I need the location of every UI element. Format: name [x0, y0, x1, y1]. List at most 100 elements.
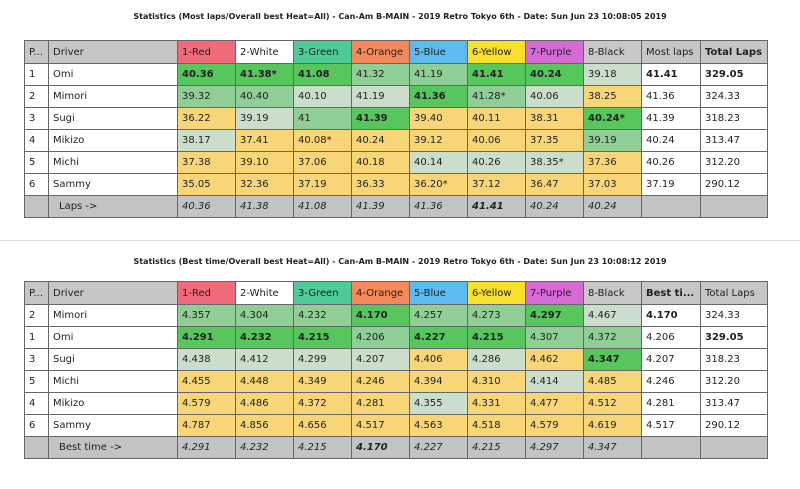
lane-value-cell: 4.462 [525, 348, 584, 371]
driver-cell: Sugi [48, 348, 178, 371]
lane-value-cell: 41.38* [235, 63, 294, 86]
lane-value-cell: 4.485 [583, 370, 642, 393]
lane-value-cell: 39.18 [583, 63, 642, 86]
column-header-extra[interactable]: Most laps [641, 40, 701, 64]
table-row: 5 Michi 4.455 4.448 4.349 4.246 4.394 4.310 4.41… [24, 370, 768, 393]
footer-value-cell: 4.215 [293, 436, 352, 459]
lane-value-cell: 4.579 [525, 414, 584, 437]
lane-value-cell: 4.273 [467, 304, 526, 327]
lane-value-cell: 4.394 [409, 370, 468, 393]
footer-value-cell: 4.232 [235, 436, 294, 459]
total-laps-cell: 313.47 [700, 129, 768, 152]
lane-value-cell: 4.310 [467, 370, 526, 393]
extra-value-cell: 41.36 [641, 85, 701, 108]
footer-empty-cell [700, 436, 768, 459]
footer-value-cell: 41.38 [235, 195, 294, 218]
lane-value-cell: 4.291 [177, 326, 236, 349]
lane-value-cell: 4.518 [467, 414, 526, 437]
column-header-lane[interactable]: 2-White [235, 40, 294, 64]
lane-value-cell: 40.40 [235, 85, 294, 108]
table-row: 4 Mikizo 4.579 4.486 4.372 4.281 4.355 4.331 4.4… [24, 392, 768, 415]
column-header-lane[interactable]: 6-Yellow [467, 40, 526, 64]
column-header-total[interactable]: Total Laps [700, 40, 768, 64]
position-cell: 2 [24, 85, 49, 108]
lane-value-cell: 41.28* [467, 85, 526, 108]
position-cell: 3 [24, 107, 49, 130]
lane-value-cell: 4.307 [525, 326, 584, 349]
lane-value-cell: 40.10 [293, 85, 352, 108]
lane-value-cell: 40.08* [293, 129, 352, 152]
lane-value-cell: 4.281 [351, 392, 410, 415]
column-header-lane[interactable]: 3-Green [293, 40, 352, 64]
lane-value-cell: 36.33 [351, 173, 410, 196]
lane-value-cell: 4.304 [235, 304, 294, 327]
lane-value-cell: 4.257 [409, 304, 468, 327]
divider [0, 240, 800, 241]
column-header-lane[interactable]: 4-Orange [351, 281, 410, 305]
lane-value-cell: 36.22 [177, 107, 236, 130]
driver-cell: Mikizo [48, 129, 178, 152]
lane-value-cell: 39.12 [409, 129, 468, 152]
column-header-extra[interactable]: Best ti... [641, 281, 701, 305]
column-header-lane[interactable]: 6-Yellow [467, 281, 526, 305]
position-cell: 3 [24, 348, 49, 371]
total-laps-cell: 318.23 [700, 348, 768, 371]
total-laps-cell: 318.23 [700, 107, 768, 130]
driver-cell: Omi [48, 63, 178, 86]
extra-value-cell: 4.281 [641, 392, 701, 415]
column-header-lane[interactable]: 5-Blue [409, 281, 468, 305]
table-row: 3 Sugi 36.22 39.19 41 41.39 39.40 40.11 38.31 40.… [24, 107, 768, 130]
position-cell: 6 [24, 414, 49, 437]
footer-value-cell: 4.297 [525, 436, 584, 459]
lane-value-cell: 4.372 [293, 392, 352, 415]
lane-value-cell: 4.206 [351, 326, 410, 349]
lane-value-cell: 39.19 [235, 107, 294, 130]
column-header-pos[interactable]: P... [24, 281, 49, 305]
lane-value-cell: 4.486 [235, 392, 294, 415]
table-row: 2 Mimori 39.32 40.40 40.10 41.19 41.36 41.28* 40… [24, 85, 768, 108]
position-cell: 1 [24, 63, 49, 86]
lane-value-cell: 4.438 [177, 348, 236, 371]
lane-value-cell: 36.20* [409, 173, 468, 196]
total-laps-cell: 324.33 [700, 304, 768, 327]
column-header-lane[interactable]: 2-White [235, 281, 294, 305]
lane-value-cell: 40.14 [409, 151, 468, 174]
position-cell: 4 [24, 392, 49, 415]
column-header-lane[interactable]: 7-Purple [525, 281, 584, 305]
column-header-lane[interactable]: 1-Red [177, 40, 236, 64]
lane-value-cell: 40.24 [525, 63, 584, 86]
lane-value-cell: 4.355 [409, 392, 468, 415]
table-row: 3 Sugi 4.438 4.412 4.299 4.207 4.406 4.286 4.462… [24, 348, 768, 371]
column-header-pos[interactable]: P... [24, 40, 49, 64]
lane-value-cell: 41.36 [409, 85, 468, 108]
lane-value-cell: 4.787 [177, 414, 236, 437]
lane-value-cell: 4.297 [525, 304, 584, 327]
driver-cell: Mimori [48, 304, 178, 327]
extra-value-cell: 41.39 [641, 107, 701, 130]
column-header-lane[interactable]: 8-Black [583, 40, 642, 64]
footer-value-cell: 40.36 [177, 195, 236, 218]
lane-value-cell: 4.579 [177, 392, 236, 415]
column-header-lane[interactable]: 1-Red [177, 281, 236, 305]
footer-value-cell: 41.39 [351, 195, 410, 218]
footer-empty-cell [641, 195, 701, 218]
footer-empty-cell [700, 195, 768, 218]
driver-cell: Mimori [48, 85, 178, 108]
position-cell: 1 [24, 326, 49, 349]
lane-value-cell: 37.41 [235, 129, 294, 152]
footer-value-cell: 41.08 [293, 195, 352, 218]
column-header-driver[interactable]: Driver [48, 281, 178, 305]
column-header-total[interactable]: Total Laps [700, 281, 768, 305]
footer-empty-cell [24, 195, 49, 218]
column-header-lane[interactable]: 4-Orange [351, 40, 410, 64]
column-header-lane[interactable]: 8-Black [583, 281, 642, 305]
extra-value-cell: 4.246 [641, 370, 701, 393]
footer-value-cell: 40.24 [583, 195, 642, 218]
column-header-driver[interactable]: Driver [48, 40, 178, 64]
column-header-lane[interactable]: 3-Green [293, 281, 352, 305]
total-laps-cell: 313.47 [700, 392, 768, 415]
column-header-lane[interactable]: 7-Purple [525, 40, 584, 64]
lane-value-cell: 4.455 [177, 370, 236, 393]
column-header-lane[interactable]: 5-Blue [409, 40, 468, 64]
footer-value-cell: 40.24 [525, 195, 584, 218]
